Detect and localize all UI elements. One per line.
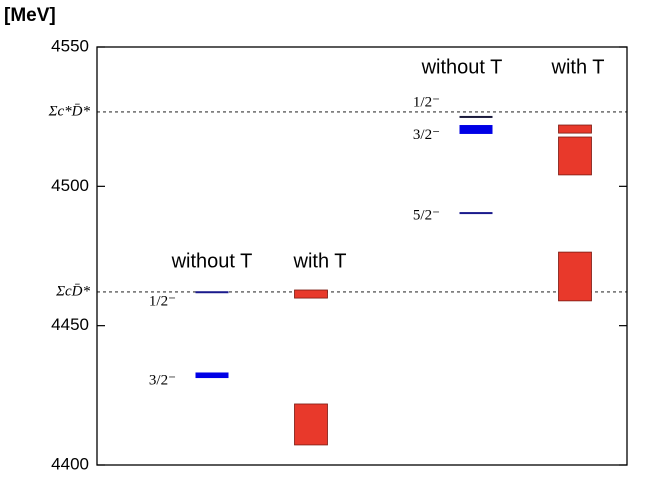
level-bar: [558, 251, 592, 302]
level-bar: [195, 372, 229, 379]
level-label: 1/2⁻: [149, 294, 176, 310]
threshold-label: Σc*D̄*: [48, 103, 91, 119]
level-bar: [558, 124, 592, 134]
level-label: 3/2⁻: [149, 373, 176, 389]
y-axis-unit: [MeV]: [4, 5, 56, 26]
column-label: with T: [293, 250, 347, 272]
level-bar: [195, 291, 229, 294]
threshold-label: ΣcD̄*: [55, 283, 90, 299]
level-bar: [294, 403, 328, 446]
y-tick-label: 4450: [51, 315, 89, 334]
y-tick-label: 4550: [51, 36, 89, 55]
column-label: without T: [421, 56, 503, 78]
y-tick-label: 4500: [51, 176, 89, 195]
level-label: 3/2⁻: [413, 127, 440, 143]
level-label: 5/2⁻: [413, 208, 440, 224]
column-label: without T: [171, 250, 253, 272]
level-bar: [558, 136, 592, 176]
level-bar: [459, 115, 493, 118]
level-label: 1/2⁻: [413, 94, 440, 110]
level-bar: [294, 289, 328, 299]
level-bar: [459, 125, 493, 134]
column-label: with T: [551, 56, 605, 78]
y-tick-label: 4400: [51, 454, 89, 473]
plot-frame: [96, 46, 628, 466]
level-bar: [459, 212, 493, 215]
